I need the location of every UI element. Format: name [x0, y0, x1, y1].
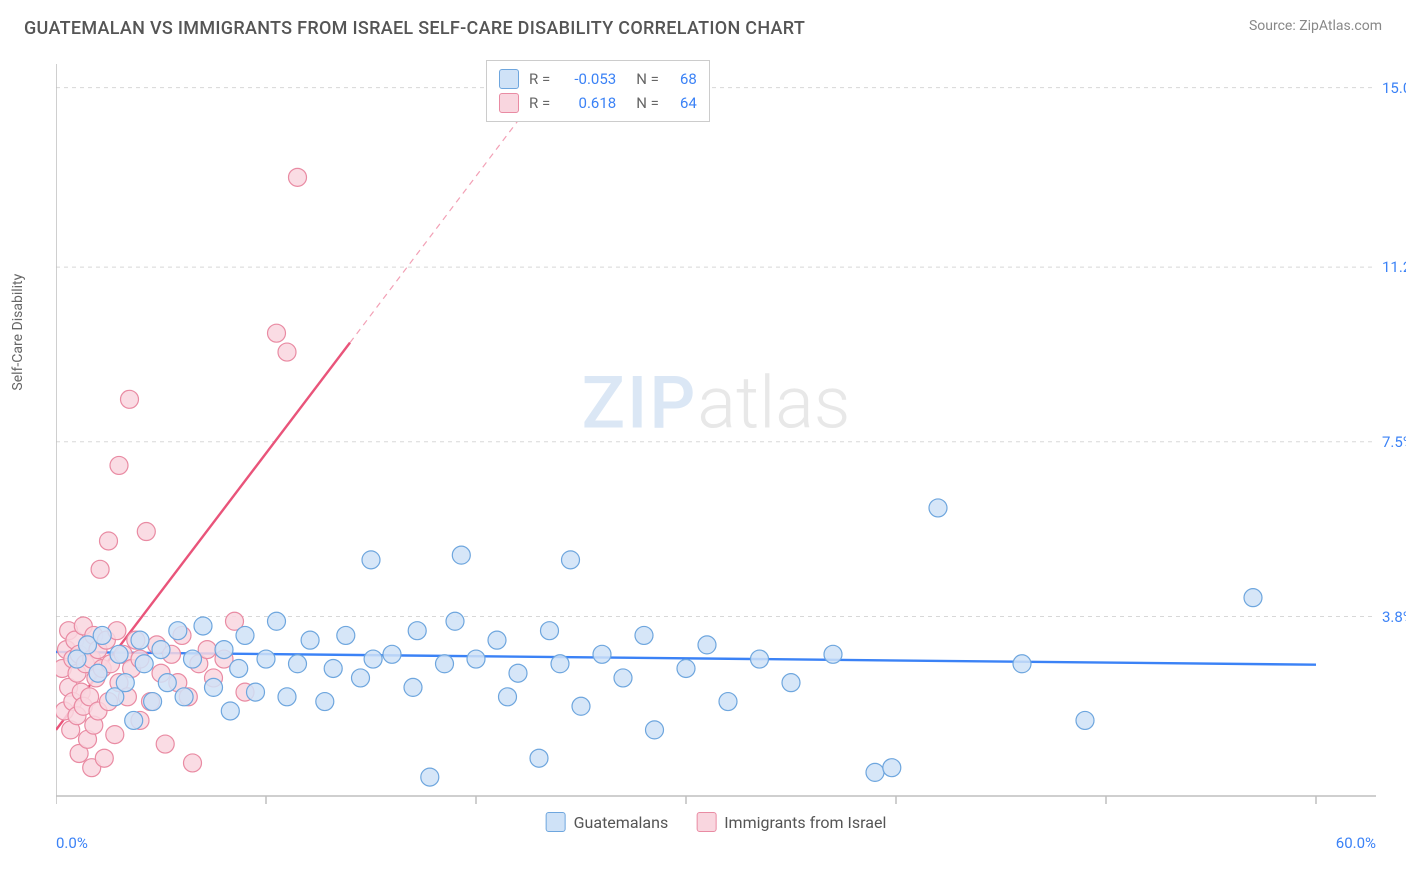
legend-item: Immigrants from Israel — [696, 812, 886, 832]
stat-r-label: R = — [529, 70, 550, 88]
stat-n-label: N = — [636, 70, 659, 88]
scatter-plot — [56, 56, 1376, 826]
x-tick-label: 0.0% — [56, 834, 88, 852]
stat-n-value: 68 — [669, 70, 697, 88]
stats-row: R = 0.618 N = 64 — [499, 91, 697, 115]
series-swatch — [499, 69, 519, 89]
x-tick-label: 60.0% — [1336, 834, 1376, 852]
series-swatch — [499, 93, 519, 113]
legend-swatch — [696, 812, 716, 832]
stat-n-value: 64 — [669, 94, 697, 112]
stats-legend-box: R = -0.053 N = 68 R = 0.618 N = 64 — [486, 60, 710, 122]
legend-label: Immigrants from Israel — [724, 813, 886, 832]
stat-n-label: N = — [636, 94, 659, 112]
stat-r-label: R = — [529, 94, 550, 112]
y-tick-label: 7.5% — [1382, 433, 1406, 451]
legend-label: Guatemalans — [574, 813, 669, 832]
chart-area: Self-Care Disability ZIPatlas R =-0.053N… — [56, 56, 1376, 826]
source-attribution: Source: ZipAtlas.com — [1249, 18, 1382, 34]
y-tick-label: 15.0% — [1382, 79, 1406, 97]
stats-row: R = -0.053 N = 68 — [499, 67, 697, 91]
y-tick-label: 3.8% — [1382, 608, 1406, 626]
stat-r-value: 0.618 — [560, 94, 616, 112]
legend-swatch — [546, 812, 566, 832]
legend-item: Guatemalans — [546, 812, 669, 832]
stat-r-value: -0.053 — [560, 70, 616, 88]
y-axis-label: Self-Care Disability — [10, 274, 26, 391]
chart-title: GUATEMALAN VS IMMIGRANTS FROM ISRAEL SEL… — [24, 18, 805, 39]
y-tick-label: 11.2% — [1382, 258, 1406, 276]
legend: Guatemalans Immigrants from Israel — [546, 812, 887, 832]
